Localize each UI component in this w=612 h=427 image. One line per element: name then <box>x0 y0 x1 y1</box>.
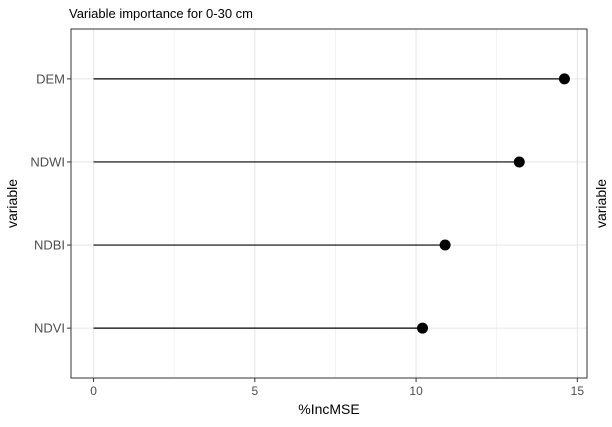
y-axis-label: variable <box>4 179 20 228</box>
y-tick-label-ndvi: NDVI <box>34 321 65 336</box>
axis-layer: 0 5 10 15 DEM NDWI NDBI NDVI <box>30 71 584 398</box>
lollipop-point-ndwi <box>513 156 525 168</box>
marks-layer <box>93 73 570 334</box>
y-tick-label-dem: DEM <box>36 71 65 86</box>
lollipop-point-ndbi <box>439 239 451 251</box>
chart-title: Variable importance for 0-30 cm <box>69 6 253 21</box>
x-tick-label: 0 <box>90 384 97 398</box>
lollipop-point-ndvi <box>417 322 429 334</box>
plot-panel-border <box>70 28 588 379</box>
x-axis-label: %IncMSE <box>298 401 359 417</box>
y-tick-label-ndwi: NDWI <box>30 154 65 169</box>
x-tick-label: 10 <box>409 384 423 398</box>
y-axis-label-right: variable <box>593 179 609 228</box>
y-tick-label-ndbi: NDBI <box>34 238 65 253</box>
lollipop-point-dem <box>558 73 570 85</box>
x-tick-label: 5 <box>251 384 258 398</box>
x-tick-label: 15 <box>571 384 585 398</box>
grid-layer <box>71 29 587 378</box>
plot-panel-background <box>71 29 587 378</box>
